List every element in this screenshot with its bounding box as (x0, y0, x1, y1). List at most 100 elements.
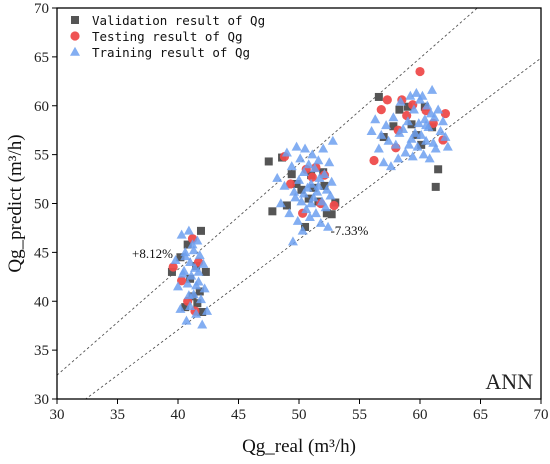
triangle-point (197, 319, 208, 329)
triangle-point (393, 153, 404, 163)
legend-item: Training result of Qg (70, 45, 250, 60)
triangle-point (395, 96, 406, 106)
triangle-point (435, 125, 446, 135)
circle-point (369, 155, 379, 166)
triangle-point (309, 163, 320, 173)
square-point (322, 209, 331, 218)
x-axis-title: Qg_real (m³/h) (242, 436, 356, 457)
circle-point (307, 172, 317, 182)
triangle-point (272, 172, 283, 182)
circle-point (402, 110, 412, 121)
triangle-point (428, 137, 439, 147)
x-tick-label: 60 (413, 407, 428, 423)
lower-bound-line (84, 57, 541, 399)
square-point (264, 157, 273, 166)
triangle-point (193, 266, 204, 276)
triangle-point (198, 258, 209, 268)
square-point (327, 210, 336, 219)
triangle-point (187, 239, 198, 249)
y-axis: 30 35 40 45 50 55 60 65 70 (34, 1, 57, 408)
lower-bound-label: -7.33% (330, 223, 368, 238)
triangle-point (176, 229, 187, 239)
square-point (196, 226, 205, 235)
y-tick-label: 30 (34, 392, 49, 408)
triangle-point (320, 202, 331, 212)
triangle-point (185, 256, 196, 266)
square-point (287, 170, 296, 179)
triangle-point (313, 155, 324, 165)
y-tick-label: 70 (34, 1, 49, 17)
triangle-point (418, 149, 429, 159)
triangle-point (312, 186, 323, 196)
legend-label: Training result of Qg (92, 45, 250, 60)
triangle-point (319, 168, 330, 178)
triangle-point (289, 186, 300, 196)
y-tick-label: 35 (34, 343, 49, 359)
triangle-point (400, 147, 411, 157)
x-tick-label: 70 (534, 407, 549, 423)
triangle-point (310, 208, 321, 218)
triangle-point (286, 161, 297, 171)
triangle-point (296, 196, 307, 206)
square-point (431, 182, 440, 191)
triangle-point (394, 127, 405, 137)
triangle-point (292, 215, 303, 225)
data-points (167, 66, 453, 329)
y-axis-title: Qg_predict (m³/h) (5, 134, 26, 272)
legend-square-icon (71, 16, 79, 24)
triangle-point (290, 192, 301, 202)
triangle-point (405, 90, 416, 100)
circle-point (285, 179, 296, 189)
triangle-point (324, 157, 335, 167)
triangle-point (300, 143, 311, 153)
triangle-point (191, 308, 202, 318)
triangle-point (284, 208, 295, 218)
triangle-point (183, 225, 194, 235)
triangle-point (323, 221, 334, 231)
triangle-point (304, 211, 315, 221)
triangle-point (373, 143, 384, 153)
triangle-point (291, 141, 302, 151)
triangle-point (442, 141, 453, 151)
triangle-point (303, 159, 314, 169)
triangle-point (408, 104, 419, 114)
triangle-point (191, 280, 202, 290)
y-tick-label: 65 (34, 50, 49, 66)
triangle-point (298, 188, 309, 198)
triangle-point (279, 180, 290, 190)
triangle-point (175, 303, 186, 313)
square-point (374, 92, 383, 101)
triangle-point (427, 84, 438, 94)
series-triangle (170, 84, 453, 329)
triangle-point (378, 157, 389, 167)
square-point (292, 179, 301, 188)
square-point (301, 222, 310, 231)
y-tick-label: 45 (34, 245, 49, 261)
triangle-point (314, 172, 325, 182)
triangle-point (180, 251, 191, 261)
square-point (195, 287, 204, 296)
x-tick-label: 30 (50, 407, 65, 423)
triangle-point (325, 190, 336, 200)
triangle-point (182, 278, 193, 288)
triangle-point (307, 149, 318, 159)
square-point (167, 267, 176, 276)
triangle-point (381, 120, 392, 130)
triangle-point (287, 236, 298, 246)
circle-point (177, 276, 187, 286)
triangle-point (440, 131, 451, 141)
upper-bound-line (57, 8, 479, 376)
triangle-point (385, 161, 396, 171)
x-tick-label: 35 (110, 407, 125, 423)
triangle-point (416, 129, 427, 139)
triangle-point (181, 315, 192, 325)
square-point (176, 253, 185, 262)
square-point (183, 240, 192, 249)
square-point (282, 201, 291, 210)
triangle-point (410, 127, 421, 137)
triangle-point (404, 139, 415, 149)
square-point (395, 105, 404, 114)
triangle-point (429, 112, 440, 122)
